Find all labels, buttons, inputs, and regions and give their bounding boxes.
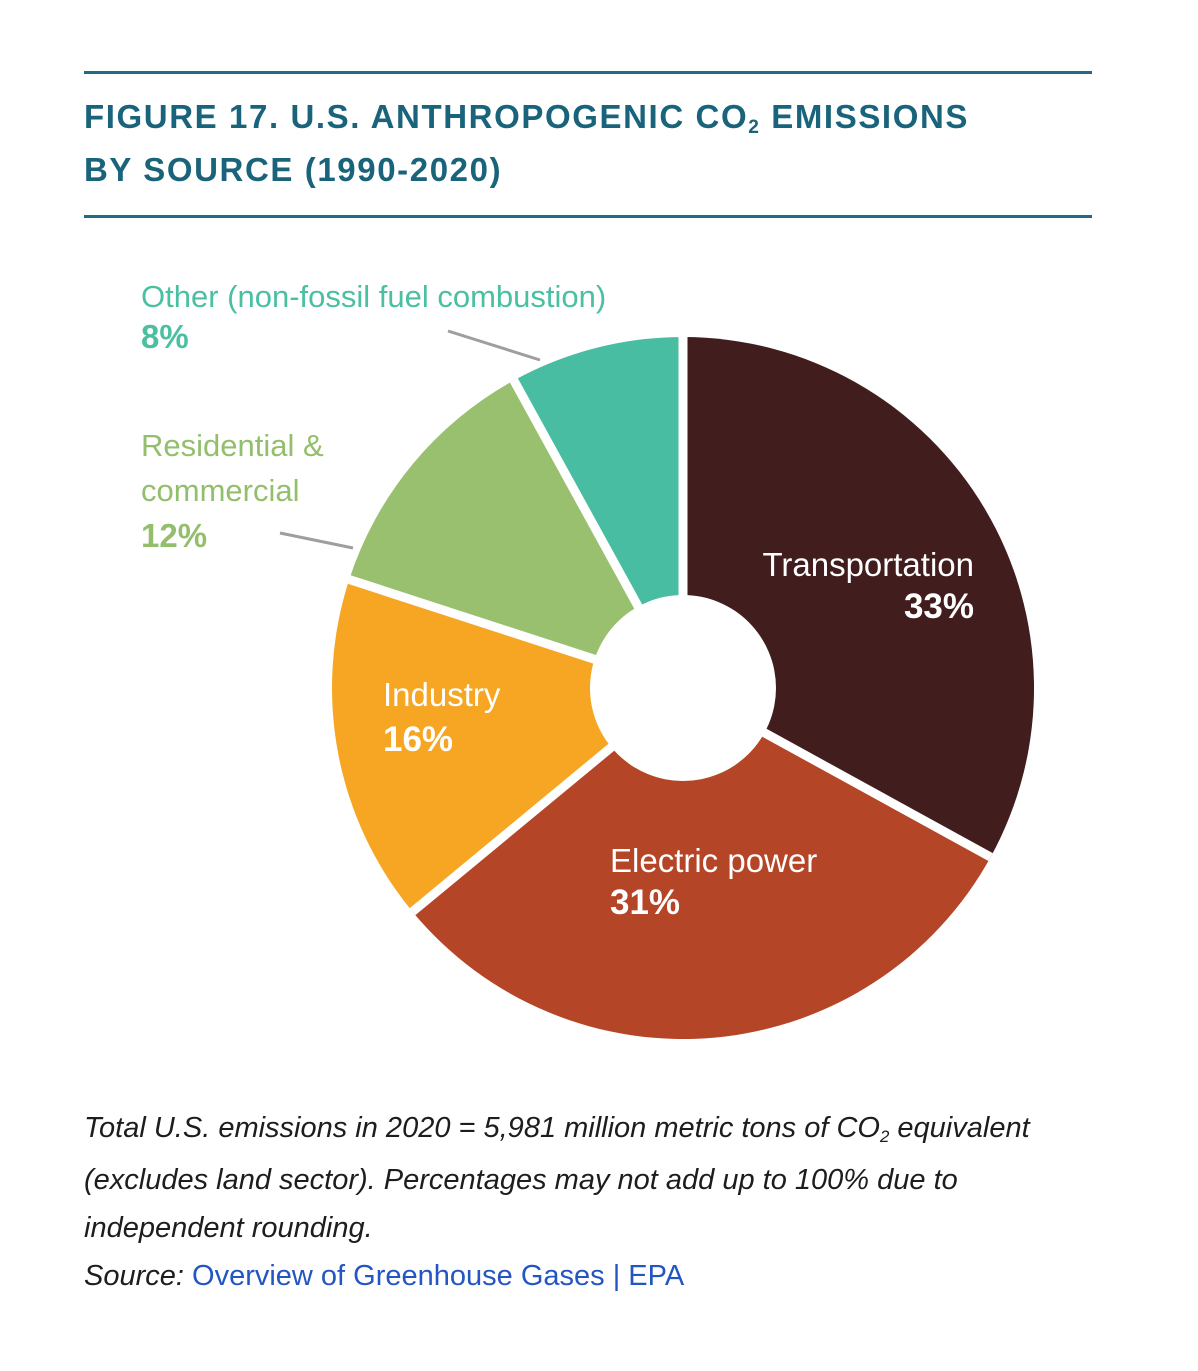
title-text-post: EMISSIONS xyxy=(760,98,970,135)
callout-residential-percent: 12% xyxy=(141,517,208,554)
pie-slice-other xyxy=(513,337,683,688)
callout-other-percent: 8% xyxy=(141,318,189,355)
slice-industry-percent: 16% xyxy=(383,720,454,759)
source-row: Source: Overview of Greenhouse Gases | E… xyxy=(84,1252,1096,1300)
page-title-line2: BY SOURCE (1990-2020) xyxy=(84,151,503,188)
slice-label-industry: Industry 16% xyxy=(383,672,500,762)
page-title-line1: FIGURE 17. U.S. ANTHROPOGENIC CO2 EMISSI… xyxy=(84,98,970,139)
pie-slice-residential-commercial xyxy=(349,380,683,688)
leader-line-other xyxy=(447,329,541,362)
pie-slices-group xyxy=(332,337,1035,1040)
callout-label-residential-commercial: Residential & commercial 12% xyxy=(141,423,386,558)
title-subscript: 2 xyxy=(748,117,761,139)
page-title: FIGURE 17. U.S. ANTHROPOGENIC CO2 EMISSI… xyxy=(84,93,1094,193)
pie-slice-transportation xyxy=(683,337,1035,858)
slice-transportation-name: Transportation xyxy=(762,546,974,583)
footnote-text-post: equivalent (excludes land sector). Perce… xyxy=(84,1112,1030,1244)
pie-slice-electric-power xyxy=(412,688,991,1040)
callout-other-name: Other (non-fossil fuel combustion) xyxy=(141,279,607,314)
source-link[interactable]: Overview of Greenhouse Gases | EPA xyxy=(192,1260,685,1292)
footnote-text-pre: Total U.S. emissions in 2020 = 5,981 mil… xyxy=(84,1112,880,1144)
callout-residential-name: Residential & commercial xyxy=(141,428,324,508)
slice-electric-percent: 31% xyxy=(610,883,681,922)
title-text-pre: FIGURE 17. U.S. ANTHROPOGENIC CO xyxy=(84,98,749,135)
source-label: Source: xyxy=(84,1260,184,1292)
slice-label-electric-power: Electric power 31% xyxy=(610,840,817,924)
footnote: Total U.S. emissions in 2020 = 5,981 mil… xyxy=(84,1104,1096,1300)
footnote-subscript: 2 xyxy=(880,1126,890,1146)
leader-line-residential xyxy=(279,531,354,550)
slice-industry-name: Industry xyxy=(383,676,501,713)
callout-label-other: Other (non-fossil fuel combustion) 8% xyxy=(141,277,701,357)
slice-label-transportation: Transportation 33% xyxy=(762,544,974,628)
bottom-divider xyxy=(84,215,1092,218)
slice-electric-name: Electric power xyxy=(610,842,818,879)
footnote-note: Total U.S. emissions in 2020 = 5,981 mil… xyxy=(84,1104,1096,1252)
slice-transportation-percent: 33% xyxy=(903,587,974,626)
top-divider xyxy=(84,71,1092,74)
donut-hole xyxy=(590,595,776,781)
